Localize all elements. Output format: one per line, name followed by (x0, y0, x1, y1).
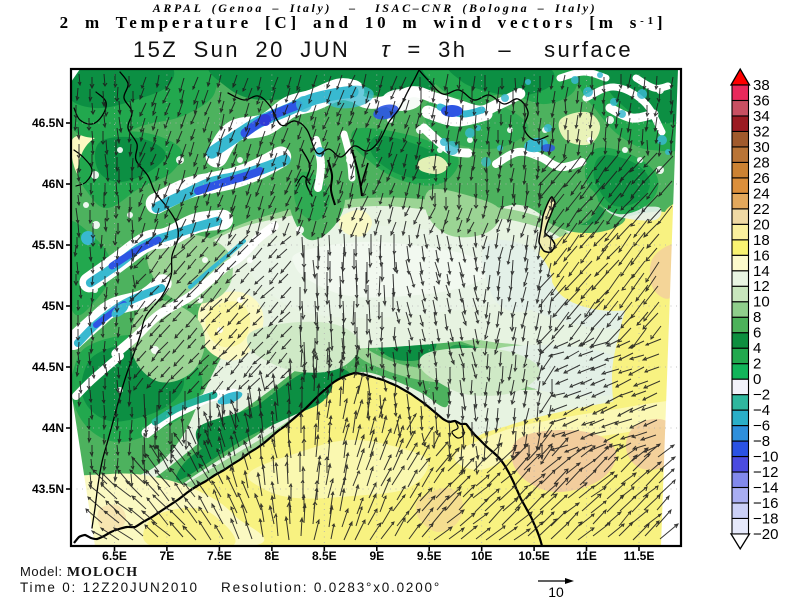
svg-text:20: 20 (753, 216, 770, 233)
svg-text:46N: 46N (42, 177, 64, 191)
svg-text:−4: −4 (753, 402, 770, 419)
svg-text:−12: −12 (753, 464, 778, 481)
svg-text:22: 22 (753, 201, 770, 218)
svg-text:11E: 11E (576, 549, 597, 563)
svg-text:36: 36 (753, 93, 770, 110)
svg-text:12: 12 (753, 278, 770, 295)
svg-text:32: 32 (753, 123, 770, 140)
svg-text:34: 34 (753, 108, 770, 125)
svg-text:8.5E: 8.5E (312, 549, 337, 563)
svg-text:8E: 8E (265, 549, 280, 563)
svg-text:−10: −10 (753, 449, 778, 466)
svg-text:−6: −6 (753, 418, 770, 435)
svg-text:44N: 44N (42, 421, 64, 435)
svg-text:−14: −14 (753, 480, 778, 497)
svg-text:10E: 10E (471, 549, 492, 563)
svg-text:−8: −8 (753, 433, 770, 450)
svg-text:8: 8 (753, 309, 761, 326)
svg-text:38: 38 (753, 77, 770, 94)
svg-text:30: 30 (753, 139, 770, 156)
svg-text:6: 6 (753, 325, 761, 342)
svg-text:7E: 7E (160, 549, 175, 563)
svg-text:44.5N: 44.5N (32, 360, 64, 374)
svg-text:45.5N: 45.5N (32, 238, 64, 252)
svg-text:−18: −18 (753, 510, 778, 527)
svg-text:43.5N: 43.5N (32, 482, 64, 496)
svg-text:16: 16 (753, 247, 770, 264)
svg-text:18: 18 (753, 232, 770, 249)
svg-text:9.5E: 9.5E (417, 549, 442, 563)
svg-text:10.5E: 10.5E (518, 549, 549, 563)
svg-text:7.5E: 7.5E (207, 549, 232, 563)
svg-text:10: 10 (753, 294, 770, 311)
svg-text:11.5E: 11.5E (624, 549, 655, 563)
svg-text:28: 28 (753, 154, 770, 171)
svg-text:2: 2 (753, 356, 761, 373)
svg-text:0: 0 (753, 371, 761, 388)
svg-text:14: 14 (753, 263, 770, 280)
svg-text:−2: −2 (753, 387, 770, 404)
svg-text:−16: −16 (753, 495, 778, 512)
svg-text:46.5N: 46.5N (32, 116, 64, 130)
svg-text:26: 26 (753, 170, 770, 187)
svg-text:6.5E: 6.5E (102, 549, 127, 563)
svg-text:−20: −20 (753, 526, 778, 543)
svg-text:4: 4 (753, 340, 761, 357)
svg-text:24: 24 (753, 185, 770, 202)
svg-text:9E: 9E (369, 549, 384, 563)
svg-text:45N: 45N (42, 299, 64, 313)
svg-text:10: 10 (548, 584, 564, 600)
